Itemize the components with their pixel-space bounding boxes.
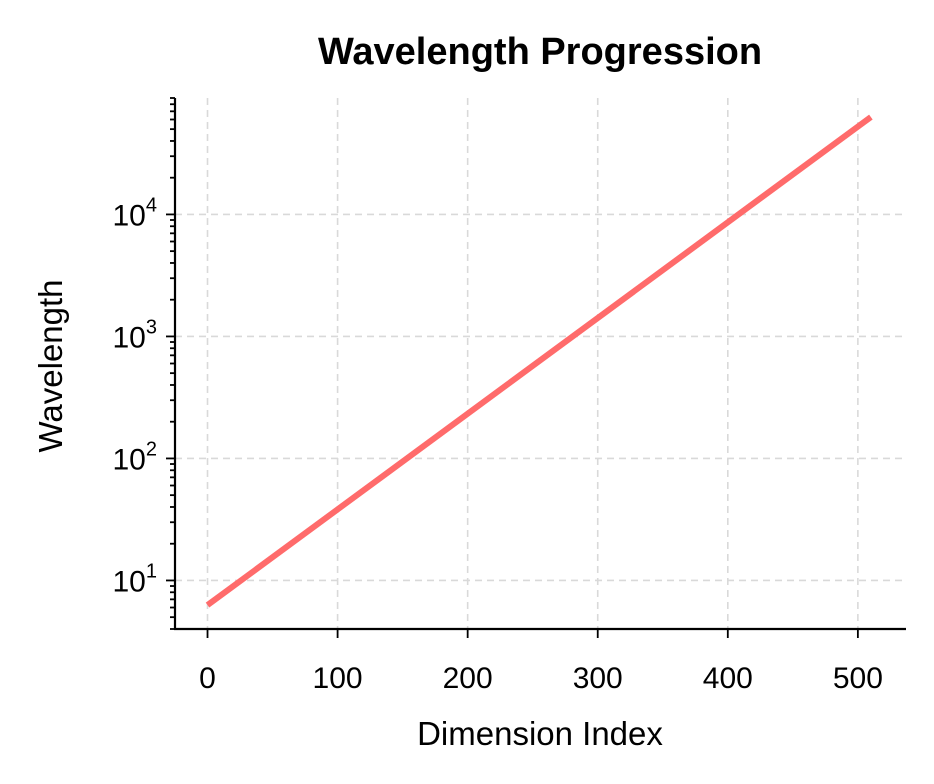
grid-layer	[175, 98, 906, 629]
x-axis-label: Dimension Index	[417, 715, 663, 752]
y-tick-exponent: 4	[146, 194, 157, 216]
y-tick-base: 10	[113, 565, 146, 598]
series-layer	[205, 114, 873, 608]
y-tick-label: 104	[113, 194, 158, 232]
y-tick-label: 101	[113, 560, 158, 598]
x-tick-label: 500	[833, 662, 883, 695]
y-tick-base: 10	[113, 443, 146, 476]
y-axis-label: Wavelength	[32, 279, 69, 452]
x-tick-label: 0	[199, 662, 216, 695]
y-tick-label: 102	[113, 438, 158, 476]
x-tick-label: 100	[313, 662, 363, 695]
x-tick-label: 400	[703, 662, 753, 695]
y-tick-exponent: 3	[146, 316, 157, 338]
series-line-0	[205, 114, 873, 608]
y-tick-exponent: 1	[146, 560, 157, 582]
y-tick-base: 10	[113, 321, 146, 354]
x-tick-label: 300	[573, 662, 623, 695]
y-tick-exponent: 2	[146, 438, 157, 460]
chart-title: Wavelength Progression	[318, 31, 762, 73]
y-tick-base: 10	[113, 199, 146, 232]
y-tick-label: 103	[113, 316, 158, 354]
x-tick-label: 200	[443, 662, 493, 695]
